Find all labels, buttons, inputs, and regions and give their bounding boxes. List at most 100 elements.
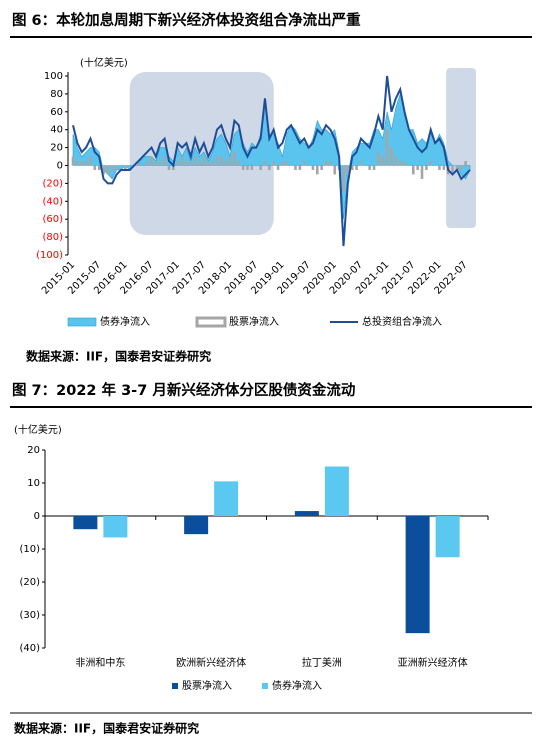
x-tick-label: 亚洲新兴经济体 [398,656,468,669]
y-tick-label: (40) [19,643,40,654]
bar [405,516,430,634]
equity-bar [154,161,158,166]
equity-bar [137,161,140,166]
y-axis-unit: (十亿美元) [80,56,128,69]
equity-bar [185,161,188,166]
legend-swatch [172,683,178,689]
equity-bar [390,147,393,166]
equity-bar [429,161,433,166]
equity-bar [464,161,467,166]
equity-bar [438,165,441,170]
equity-bar [102,165,105,175]
y-axis-unit: (十亿美元) [14,423,62,436]
equity-bar [350,165,354,170]
y-tick-label: 20 [50,143,63,154]
equity-bar [158,161,162,166]
legend-label: 债券净流入 [100,315,150,328]
equity-bar [316,165,319,175]
y-tick-label: 100 [44,71,63,82]
equity-bar [398,161,402,166]
equity-bar [124,165,127,170]
bar [184,516,209,535]
equity-bar [76,161,79,166]
bar [103,516,128,538]
equity-bar [206,161,210,166]
bar [294,511,319,516]
equity-bar [89,156,92,166]
equity-bar [215,156,219,166]
equity-bar [115,165,118,170]
equity-bar [71,156,75,166]
equity-bar [346,165,350,175]
equity-bar [272,161,275,166]
bar [324,466,349,516]
bar [435,516,460,558]
legend-label: 总投资组合净流入 [362,315,442,328]
x-tick-label: 非洲和中东 [75,656,125,669]
y-tick-label: (80) [42,232,63,243]
equity-bar [198,161,201,166]
figure-title: 图 7：2022 年 3-7 月新兴经济体分区股债资金流动 [12,381,355,399]
equity-bar [324,161,328,166]
equity-bar [403,161,406,166]
y-tick-label: (30) [19,610,40,621]
legend-label: 股票净流入 [229,315,279,328]
equity-bar [368,165,371,170]
equity-bar [202,156,206,166]
highlight-region [446,68,476,228]
equity-bar [420,165,424,179]
equity-bar [268,165,271,170]
equity-bar [425,165,428,170]
equity-bar [84,161,88,166]
equity-bar [180,156,184,166]
equity-bar [176,161,180,166]
equity-bar [211,161,214,166]
equity-bar [359,161,363,166]
equity-bar [80,161,84,166]
equity-bar [394,156,398,166]
equity-bar [224,161,227,166]
legend-swatch [195,316,227,328]
equity-bar [385,129,389,166]
bond-area [72,92,471,220]
total-line [72,75,471,247]
x-tick-label: 拉丁美洲 [302,656,342,669]
y-tick-label: (40) [42,196,63,207]
y-tick-label: 60 [50,107,63,118]
equity-bar [172,165,175,170]
y-tick-label: 10 [27,478,40,489]
y-tick-label: 40 [50,125,63,136]
equity-bar [106,165,110,175]
equity-bar [459,165,463,170]
equity-bar [250,165,254,170]
equity-bar [163,156,166,166]
x-tick-label: 欧洲新兴经济体 [176,656,246,669]
highlight-region [129,72,274,235]
equity-bar [276,165,280,170]
equity-bar [263,161,267,166]
bar [214,481,239,516]
y-tick-label: 0 [57,161,63,172]
equity-bar [320,165,323,170]
equity-bar [342,165,345,193]
equity-bar [333,165,337,175]
equity-bar [411,165,415,175]
legend-swatch [67,317,97,327]
equity-bar [381,156,385,166]
source-note: 数据来源：IIF，国泰君安证券研究 [26,349,211,364]
equity-bar [455,165,459,170]
equity-bar [372,165,376,170]
equity-bar [93,165,97,170]
equity-bar [416,165,419,170]
y-tick-label: (60) [42,214,63,225]
y-tick-label: 80 [50,89,63,100]
equity-bar [285,161,289,166]
equity-bar [233,152,236,166]
equity-bar [110,165,114,170]
equity-bar [298,165,302,170]
bar [73,516,98,530]
equity-bar [237,161,241,166]
equity-bar [220,156,223,166]
equity-bar [193,156,197,166]
